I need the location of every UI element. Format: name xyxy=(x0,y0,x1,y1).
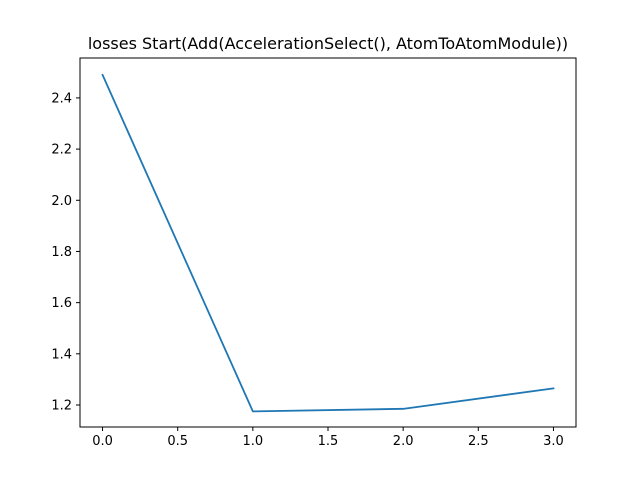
y-tick-label: 1.4 xyxy=(51,347,72,362)
chart-title: losses Start(Add(AccelerationSelect(), A… xyxy=(88,34,568,53)
y-tick-label: 1.2 xyxy=(51,398,72,413)
x-tick-label: 2.0 xyxy=(393,434,414,449)
y-tick-label: 2.4 xyxy=(51,91,72,106)
y-tick-label: 2.0 xyxy=(51,194,72,209)
series-line xyxy=(101,73,555,413)
plot-area xyxy=(79,57,577,428)
x-tick-label: 1.5 xyxy=(318,434,339,449)
x-tick-label: 1.0 xyxy=(243,434,264,449)
x-tick-label: 0.0 xyxy=(92,434,113,449)
y-tick-label: 1.6 xyxy=(51,296,72,311)
x-tick-label: 3.0 xyxy=(543,434,564,449)
x-axis: 0.0 0.5 1.0 1.5 2.0 2.5 3.0 xyxy=(92,427,564,449)
series-layer xyxy=(101,73,555,413)
x-tick-label: 0.5 xyxy=(167,434,188,449)
x-tick-label: 2.5 xyxy=(468,434,489,449)
y-axis: 1.2 1.4 1.6 1.8 2.0 2.2 2.4 xyxy=(51,91,80,413)
y-tick-label: 1.8 xyxy=(51,245,72,260)
y-tick-label: 2.2 xyxy=(51,143,72,158)
